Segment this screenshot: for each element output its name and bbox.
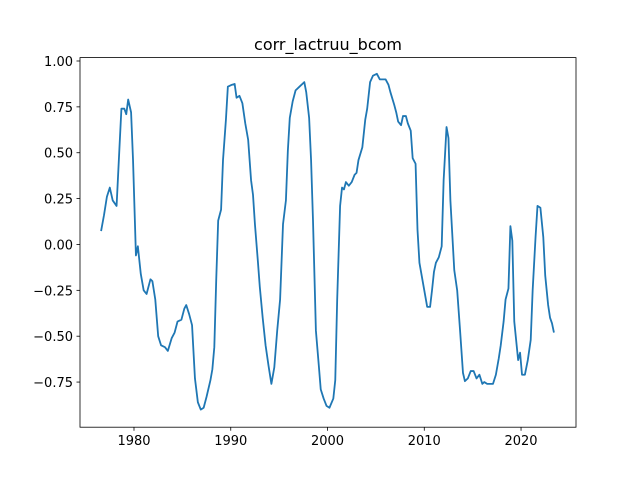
y-tick-label: −0.50 bbox=[33, 330, 73, 345]
x-tick-label: 1980 bbox=[117, 434, 150, 449]
x-tick-label: 2020 bbox=[504, 434, 537, 449]
x-tick-label: 2010 bbox=[408, 434, 441, 449]
chart-title: corr_lactruu_bcom bbox=[254, 35, 402, 55]
y-tick-label: −0.75 bbox=[33, 376, 73, 391]
y-tick-label: 1.00 bbox=[44, 55, 73, 70]
y-tick-label: 0.00 bbox=[44, 238, 73, 253]
y-tick-label: 0.50 bbox=[44, 147, 73, 162]
x-tick-label: 1990 bbox=[214, 434, 247, 449]
axes-frame bbox=[79, 57, 577, 428]
y-tick-label: 0.75 bbox=[44, 101, 73, 116]
y-tick-label: −0.25 bbox=[33, 284, 73, 299]
y-tick-label: 0.25 bbox=[44, 193, 73, 208]
data-line bbox=[100, 72, 555, 411]
x-tick-label: 2000 bbox=[311, 434, 344, 449]
